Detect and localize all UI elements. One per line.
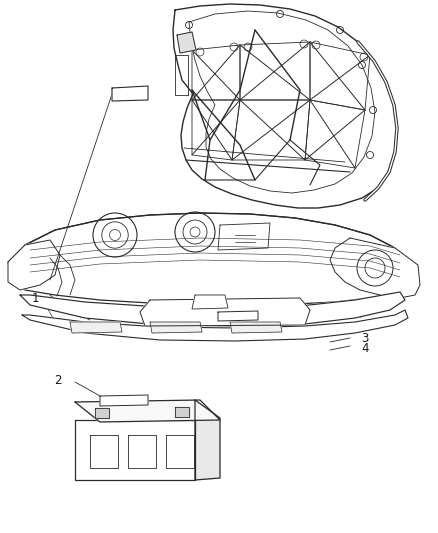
Polygon shape xyxy=(150,322,202,333)
Polygon shape xyxy=(175,407,189,417)
Polygon shape xyxy=(70,322,122,333)
Text: 2: 2 xyxy=(54,374,62,386)
Polygon shape xyxy=(112,86,148,101)
Polygon shape xyxy=(177,32,196,53)
Polygon shape xyxy=(8,213,415,305)
Polygon shape xyxy=(8,240,60,290)
Polygon shape xyxy=(100,395,148,406)
Polygon shape xyxy=(20,292,405,326)
Polygon shape xyxy=(330,238,420,298)
Text: 4: 4 xyxy=(361,342,369,354)
Polygon shape xyxy=(75,420,195,480)
Polygon shape xyxy=(140,298,310,326)
Polygon shape xyxy=(22,310,408,341)
Text: 1: 1 xyxy=(31,292,39,304)
Polygon shape xyxy=(173,4,397,208)
Polygon shape xyxy=(218,311,258,321)
Text: 3: 3 xyxy=(361,332,369,344)
Polygon shape xyxy=(230,322,282,333)
Polygon shape xyxy=(195,400,220,480)
Polygon shape xyxy=(95,408,109,418)
Polygon shape xyxy=(192,295,228,309)
Polygon shape xyxy=(75,400,220,422)
